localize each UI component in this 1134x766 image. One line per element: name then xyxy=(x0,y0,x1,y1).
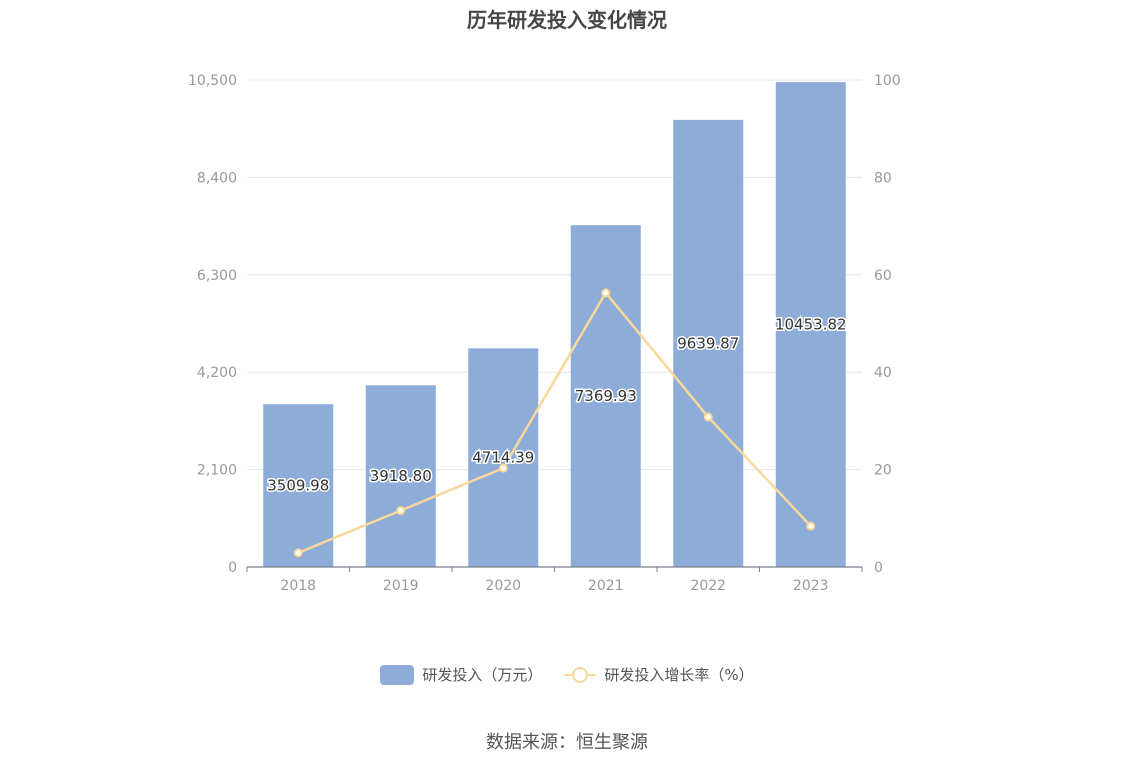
y-left-tick-label: 6,300 xyxy=(197,268,237,284)
x-tick-label-2021: 2021 xyxy=(588,578,624,594)
y-left-tick-label: 8,400 xyxy=(197,170,237,186)
x-tick-label-2022: 2022 xyxy=(690,578,726,594)
legend-label-line: 研发投入增长率（%） xyxy=(604,666,754,684)
growth-point-2022 xyxy=(703,412,713,422)
bar-series xyxy=(263,82,846,567)
grid-lines xyxy=(247,79,862,471)
legend: 研发投入（万元） 研发投入增长率（%） xyxy=(0,664,1134,685)
bar-value-label-2019: 3918.80 xyxy=(370,467,432,485)
legend-label-bar: 研发投入（万元） xyxy=(422,666,543,684)
y-left-tick-label: 2,100 xyxy=(197,463,237,479)
growth-point-2021 xyxy=(601,288,611,298)
y-right-tick-label: 20 xyxy=(874,463,892,479)
x-tick-label-2018: 2018 xyxy=(280,578,316,594)
bar-2023 xyxy=(775,82,846,567)
y-right-tick-label: 40 xyxy=(874,365,892,381)
y-right-tick-label: 100 xyxy=(874,73,901,89)
growth-point-2018 xyxy=(293,548,303,558)
bar-value-label-2018: 3509.98 xyxy=(267,477,329,495)
bar-value-label-2022: 9639.87 xyxy=(677,334,739,352)
bar-value-label-2023: 10453.82 xyxy=(775,316,847,334)
growth-point-2020 xyxy=(498,463,508,473)
legend-item-bar[interactable]: 研发投入（万元） xyxy=(380,664,542,685)
x-tick-label-2019: 2019 xyxy=(383,578,419,594)
legend-line-swatch xyxy=(564,665,597,685)
y-left-tick-label: 4,200 xyxy=(197,365,237,381)
bar-value-label-2020: 4714.39 xyxy=(472,449,534,467)
line-series xyxy=(293,288,816,558)
bar-value-label-2021: 7369.93 xyxy=(575,387,637,405)
legend-item-line[interactable]: 研发投入增长率（%） xyxy=(564,664,754,685)
y-left-tick-label: 10,500 xyxy=(188,73,237,89)
y-right-tick-label: 60 xyxy=(874,268,892,284)
bar-2022 xyxy=(673,119,744,567)
source-note: 数据来源：恒生聚源 xyxy=(486,732,648,753)
bar-2018 xyxy=(263,404,334,567)
bar-2020 xyxy=(468,348,539,567)
chart-title: 历年研发投入变化情况 xyxy=(467,8,667,32)
y-right-tick-label: 0 xyxy=(874,560,883,576)
x-tick-label-2020: 2020 xyxy=(485,578,521,594)
legend-bar-swatch xyxy=(380,664,415,685)
bar-2019 xyxy=(365,385,436,567)
axes: 0 2,100 4,200 6,300 8,400 10,500 0 20 40 60 80 100 2… xyxy=(188,73,901,594)
data-labels: 3509.98 3918.80 4714.39 7369.93 9639.87 10453… xyxy=(266,314,848,496)
growth-point-2023 xyxy=(806,521,816,531)
y-right-tick-label: 80 xyxy=(874,170,892,186)
growth-point-2019 xyxy=(396,506,406,516)
growth-rate-line xyxy=(297,290,812,555)
bar-2021 xyxy=(570,225,641,567)
y-left-tick-label: 0 xyxy=(228,560,237,576)
x-tick-label-2023: 2023 xyxy=(793,578,829,594)
